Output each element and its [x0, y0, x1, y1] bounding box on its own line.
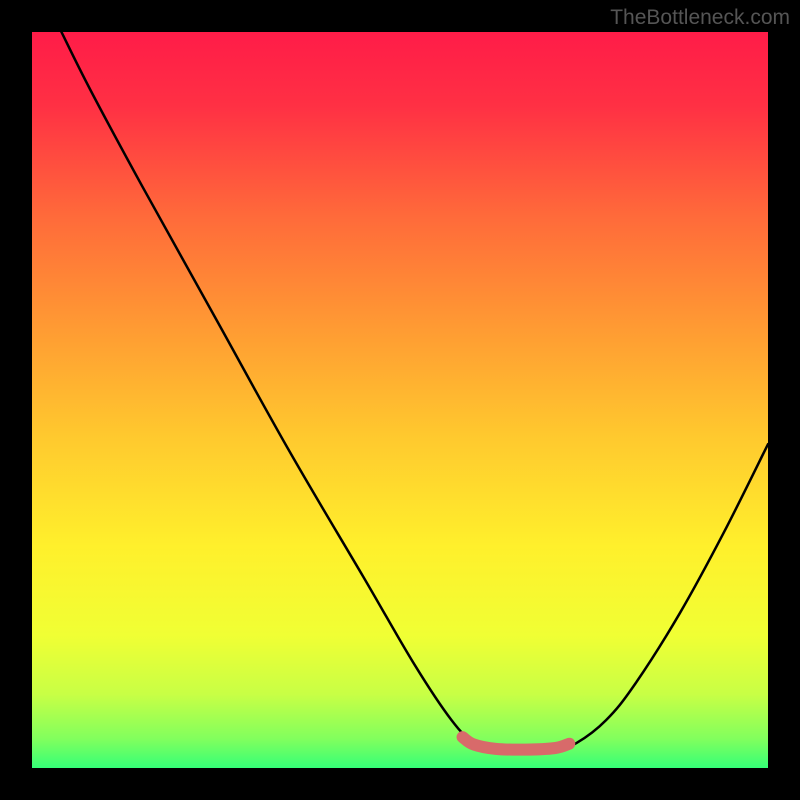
chart-canvas: TheBottleneck.com	[0, 0, 800, 800]
gradient-background	[32, 32, 768, 768]
gradient-chart-svg	[32, 32, 768, 768]
watermark-text: TheBottleneck.com	[610, 6, 790, 30]
plot-area	[32, 32, 768, 768]
